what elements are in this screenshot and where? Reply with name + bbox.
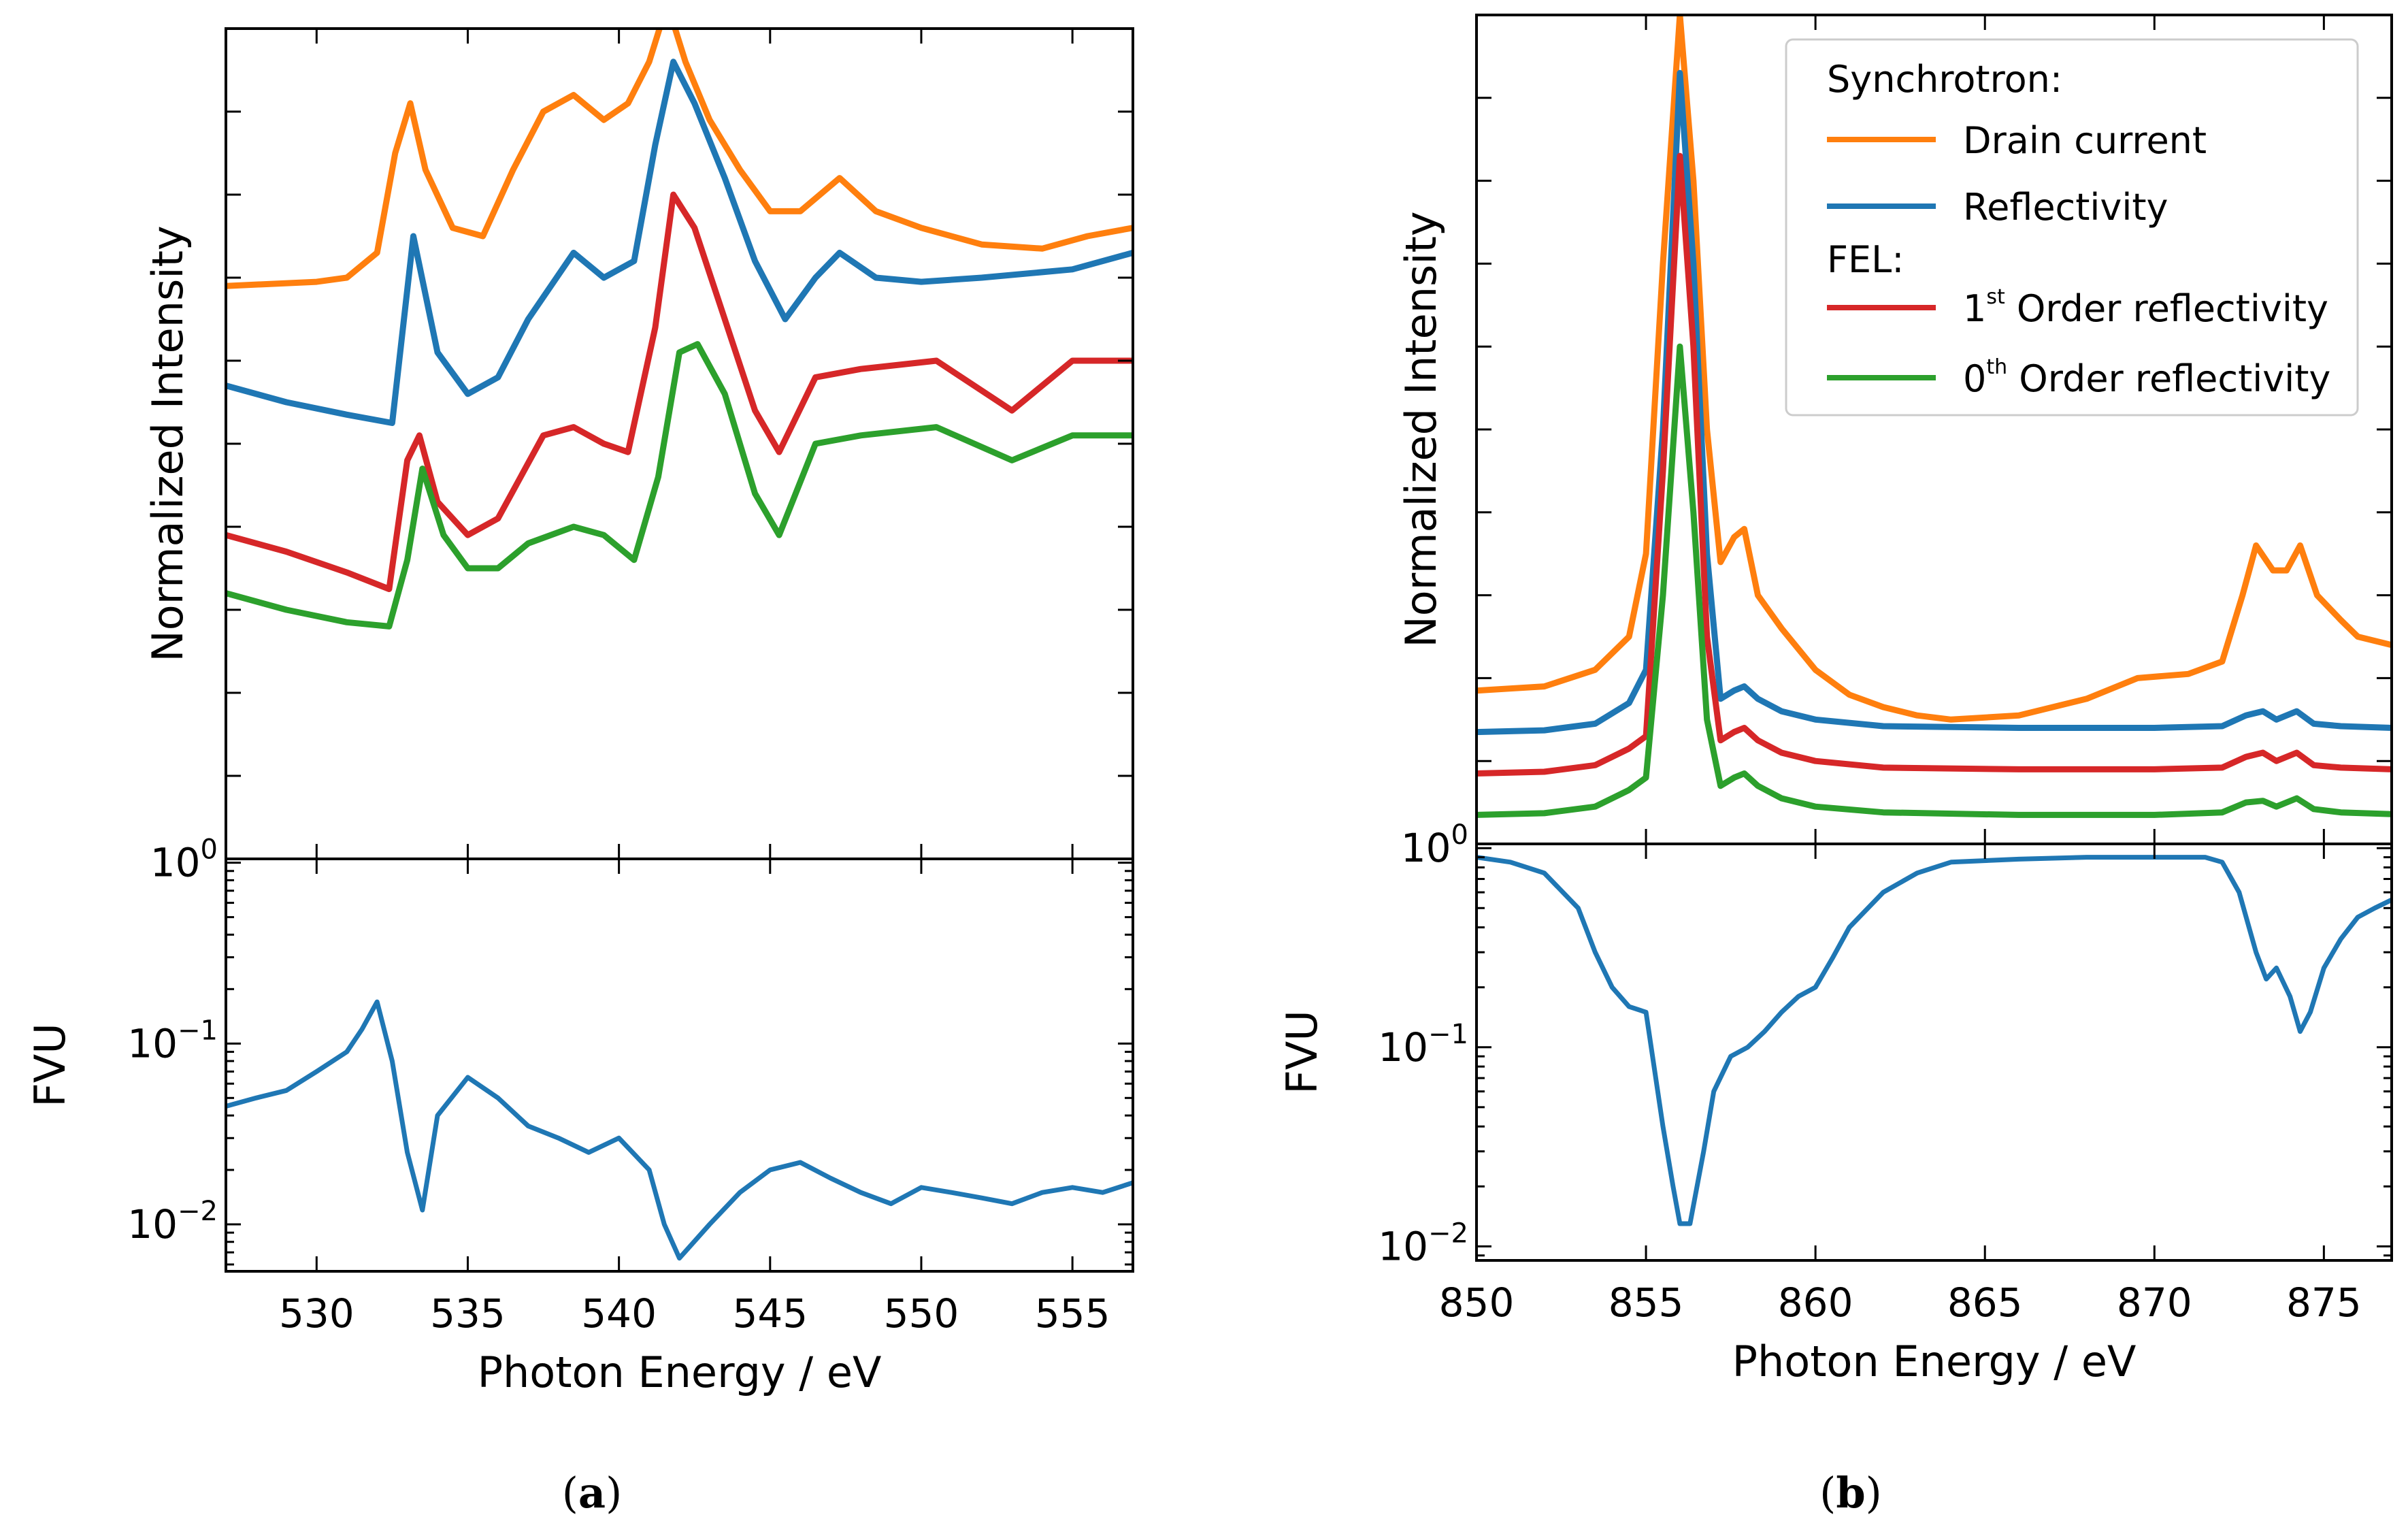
x-tick-label: 535 (430, 1290, 506, 1337)
series-line-reflectivity (226, 59, 1133, 426)
y-tick-label: 10−1 (1378, 1019, 1468, 1071)
x-tick-label: 530 (279, 1290, 354, 1337)
plot-frame-upper (225, 27, 1134, 860)
x-tick-label: 850 (1439, 1279, 1515, 1326)
x-axis-label: Photon Energy / eV (1732, 1337, 2137, 1386)
legend-label-1st-order: 1st Order reflectivity (1963, 285, 2328, 330)
series-line-drain-current (226, 29, 1133, 289)
series-line-0th-order-reflectivity (1477, 343, 2392, 818)
x-tick-label: 875 (2286, 1279, 2362, 1326)
caption-b: (b) (1819, 1468, 1882, 1518)
legend-group-header: Synchrotron: (1827, 58, 2062, 101)
panel-a: 10−2 10−1 100 530 535 540 545 550 555 Normalized … (25, 27, 1134, 1397)
x-tick-label: 540 (581, 1290, 657, 1337)
x-axis-label: Photon Energy / eV (478, 1348, 882, 1397)
series-line-fvu (226, 999, 1133, 1261)
series-line-reflectivity (1477, 69, 2392, 736)
y-axis-label-upper: Normalized Intensity (1396, 211, 1446, 647)
legend-group-header: FEL: (1827, 238, 1904, 281)
series-line-0th-order-reflectivity (226, 341, 1133, 630)
series-line-1st-order-reflectivity (226, 191, 1133, 592)
x-tick-label: 555 (1035, 1290, 1110, 1337)
caption-a: (a) (562, 1468, 623, 1518)
y-tick-label: 10−2 (127, 1196, 218, 1247)
x-tick-label: 545 (732, 1290, 808, 1337)
y-tick-label: 10−2 (1378, 1218, 1468, 1269)
y-tick-label: 100 (1401, 819, 1468, 871)
series-line-drain-current (1477, 15, 2392, 723)
x-tick-label: 865 (1947, 1279, 2023, 1326)
y-tick-label: 100 (150, 834, 218, 886)
legend-label-drain-current: Drain current (1963, 119, 2207, 162)
panel-b: 10−2 10−1 100 850 855 860 865 870 875 Normalized … (1277, 14, 2393, 1386)
x-tick-label: 550 (884, 1290, 959, 1337)
legend: Synchrotron: Drain current Reflectivity … (1785, 38, 2359, 417)
y-axis-label-lower: FVU (25, 1023, 75, 1107)
legend-label-0th-order: 0th Order reflectivity (1963, 355, 2330, 400)
x-tick-label: 860 (1778, 1279, 1853, 1326)
y-axis-label-upper: Normalized Intensity (143, 225, 193, 662)
x-tick-label: 855 (1609, 1279, 1684, 1326)
plot-frame-lower (225, 858, 1134, 1273)
x-tick-label: 870 (2117, 1279, 2192, 1326)
legend-label-reflectivity: Reflectivity (1963, 186, 2168, 229)
plot-frame-lower (1475, 843, 2393, 1262)
series-line-1st-order-reflectivity (1477, 152, 2392, 777)
series-line-fvu (1477, 855, 2392, 1226)
y-axis-label-lower: FVU (1277, 1010, 1327, 1094)
y-tick-label: 10−1 (127, 1015, 218, 1066)
legend-frame (1785, 38, 2359, 417)
